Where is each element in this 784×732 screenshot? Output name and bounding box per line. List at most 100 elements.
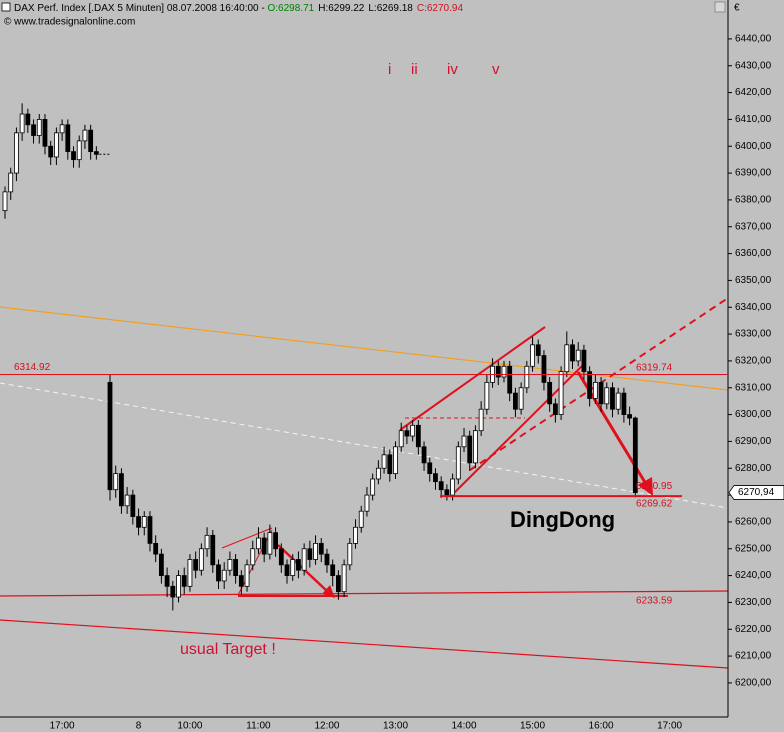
last-price-label: 6270,94 (738, 487, 775, 498)
candle-body (59, 124, 65, 134)
y-tick-label: 6210,00 (735, 651, 772, 662)
candle-body (88, 129, 94, 153)
channel-line (399, 326, 546, 431)
triangle-line (221, 527, 273, 549)
candle-body (570, 344, 575, 362)
wave-label: v (492, 61, 500, 78)
x-tick-label: 15:00 (520, 721, 545, 732)
candle-body (284, 564, 290, 576)
candle-body (473, 430, 478, 464)
candle-body (187, 559, 193, 587)
candle-body (48, 145, 54, 158)
candle-body (124, 494, 130, 507)
candle-body (518, 387, 524, 410)
window-button[interactable] (714, 1, 726, 13)
candle-body (204, 534, 210, 550)
candle-body (461, 435, 467, 448)
header-title: DAX Perf. Index [.DAX 5 Minuten] 08.07.2… (14, 3, 268, 14)
y-tick-label: 6410,00 (735, 114, 772, 125)
header-low: L:6269.18 (368, 3, 413, 14)
candle-body (250, 548, 256, 566)
candle-body (76, 140, 82, 161)
y-tick-label: 6350,00 (735, 275, 772, 286)
x-tick-label: 11:00 (246, 721, 271, 732)
candle-body (558, 371, 564, 415)
candle-body (301, 548, 307, 571)
wave-label: ii (411, 61, 418, 78)
candle-body (119, 473, 124, 507)
y-tick-label: 6290,00 (735, 436, 772, 447)
candle-body (93, 151, 99, 155)
candle-body (107, 381, 113, 491)
candle-body (335, 575, 341, 593)
candle-body (552, 403, 558, 415)
level-label: 6314.92 (14, 362, 51, 373)
candle-body (421, 446, 427, 464)
annotation: usual Target ! (180, 641, 276, 658)
candle-body (478, 408, 484, 432)
candle-body (438, 481, 444, 491)
candle-body (31, 124, 36, 136)
currency: € (734, 3, 740, 14)
candle-body (341, 564, 347, 593)
x-tick-label: 14:00 (452, 721, 477, 732)
candle-body (353, 526, 358, 544)
trend-line (0, 590, 729, 597)
candle-body (358, 510, 364, 528)
candle-body (415, 424, 421, 448)
x-tick-label: 10:00 (177, 721, 202, 732)
annotation: DingDong (510, 507, 615, 532)
candle-body (141, 516, 147, 528)
candle-body (541, 355, 547, 383)
candle-body (147, 516, 153, 544)
y-tick-label: 6340,00 (735, 302, 772, 313)
candle-body (347, 542, 353, 566)
y-tick-label: 6240,00 (735, 570, 772, 581)
candle-body (535, 344, 541, 356)
y-tick-label: 6320,00 (735, 356, 772, 367)
candle-body (210, 534, 216, 566)
candle-body (82, 129, 88, 142)
candle-body (227, 559, 233, 571)
candle-body (65, 124, 71, 153)
candle-body (610, 387, 615, 410)
candle-body (42, 119, 48, 147)
candle-body (433, 473, 438, 483)
candles (2, 103, 638, 611)
candle-body (8, 172, 14, 193)
candle-body (632, 417, 638, 493)
y-tick-label: 6230,00 (735, 597, 772, 608)
candle-body (71, 151, 76, 161)
arrow-head (322, 585, 335, 598)
candle-body (36, 119, 42, 136)
candle-body (181, 575, 187, 587)
wave-label: iv (447, 61, 458, 78)
y-tick-label: 6380,00 (735, 195, 772, 206)
candle-body (256, 537, 261, 550)
copyright: © www.tradesignalonline.com (4, 17, 135, 28)
candle-body (221, 569, 227, 582)
candle-body (495, 365, 501, 378)
x-tick-label: 8 (136, 721, 142, 732)
candle-body (278, 548, 284, 566)
y-tick-label: 6420,00 (735, 87, 772, 98)
trend-line (0, 619, 729, 669)
arrow-head (638, 477, 653, 496)
candle-body (484, 381, 490, 410)
y-tick-label: 6430,00 (735, 60, 772, 71)
candle-body (324, 553, 330, 566)
candle-body (375, 467, 381, 480)
candle-body (398, 430, 404, 448)
channel-line (469, 297, 729, 471)
candle-body (575, 349, 581, 362)
candle-body (261, 537, 267, 555)
x-tick-label: 13:00 (383, 721, 408, 732)
candle-body (547, 381, 553, 405)
candle-body (581, 349, 587, 373)
candle-body (216, 564, 221, 582)
y-tick-label: 6400,00 (735, 141, 772, 152)
trend-line (0, 306, 729, 391)
y-tick-label: 6370,00 (735, 221, 772, 232)
